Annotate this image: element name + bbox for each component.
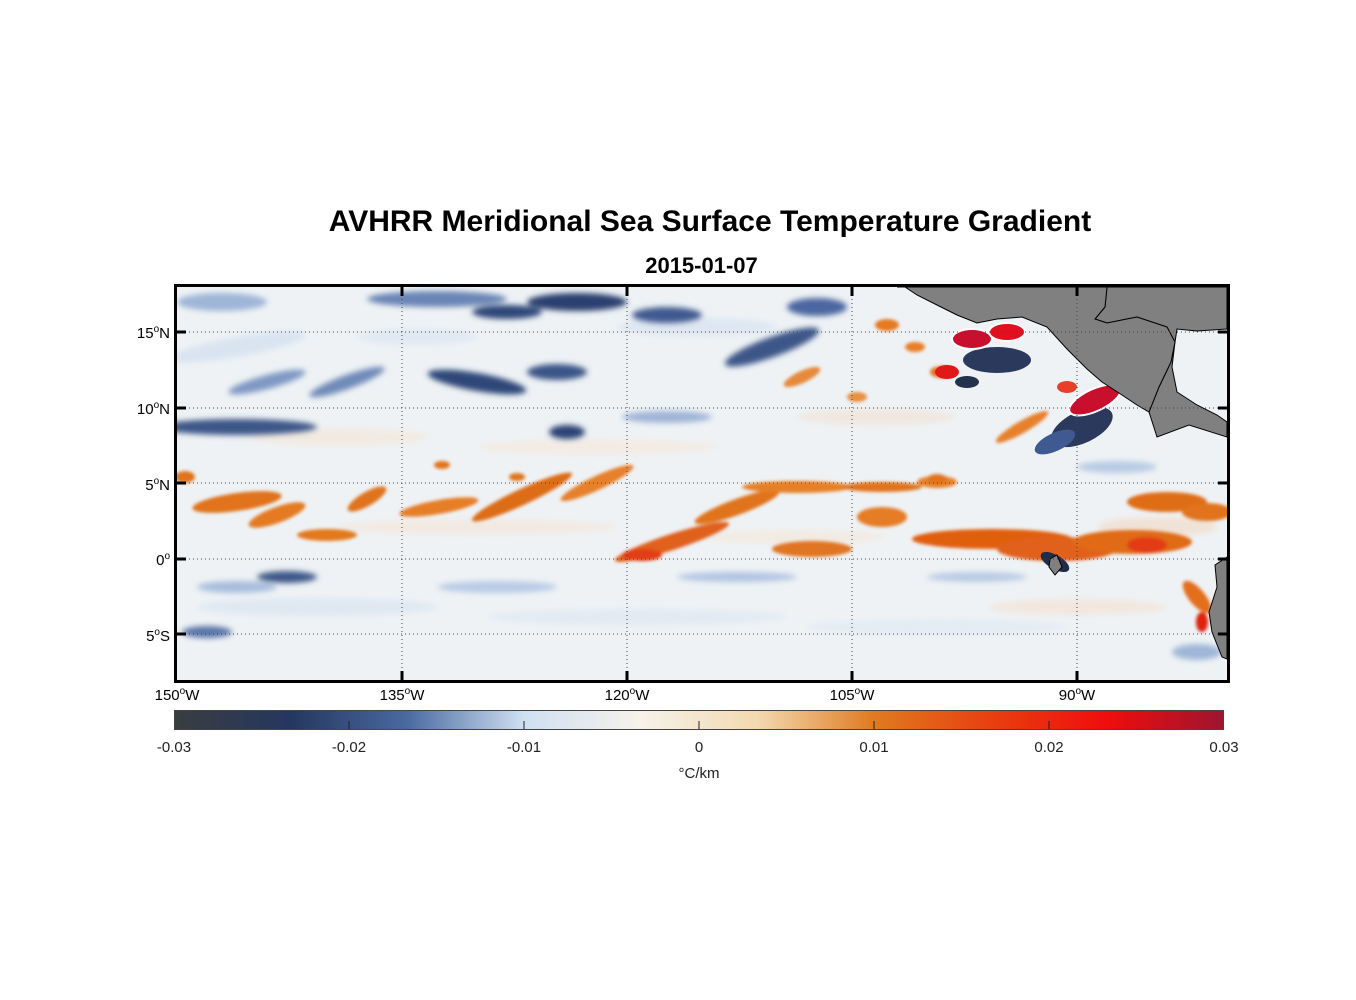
lon-label-105w: 105oW <box>829 686 875 704</box>
map-title: AVHRR Meridional Sea Surface Temperature… <box>328 205 1092 238</box>
lon-label-120w: 120oW <box>604 686 650 704</box>
colorbar-tick-label: -0.01 <box>506 739 542 756</box>
colorbar <box>174 710 1224 730</box>
colorbar-tick-label: 0.03 <box>1209 739 1239 756</box>
colorbar-tick-label: 0 <box>694 739 704 756</box>
colorbar-unit: °C/km <box>678 765 720 782</box>
sst-gradient-map <box>177 287 1227 680</box>
map-panel <box>174 284 1230 683</box>
colorbar-ticks <box>348 721 1050 729</box>
colorbar-tick-label: -0.03 <box>156 739 192 756</box>
lat-label-0: 0o <box>156 551 170 569</box>
graticule <box>177 287 1227 680</box>
background-texture <box>177 318 1217 635</box>
lon-label-135w: 135oW <box>379 686 425 704</box>
lat-label-5n: 5oN <box>145 476 170 494</box>
colorbar-tick-label: 0.01 <box>859 739 889 756</box>
lon-label-150w: 150oW <box>154 686 200 704</box>
lat-label-15n: 15oN <box>136 324 170 342</box>
colorbar-tick-label: 0.02 <box>1034 739 1064 756</box>
map-date: 2015-01-07 <box>645 253 758 278</box>
lat-label-10n: 10oN <box>136 400 170 418</box>
lon-label-90w: 90oW <box>1058 686 1096 704</box>
lat-label-5s: 5oS <box>146 627 170 645</box>
colorbar-tick-label: -0.02 <box>331 739 367 756</box>
frame-ticks <box>177 287 1227 680</box>
